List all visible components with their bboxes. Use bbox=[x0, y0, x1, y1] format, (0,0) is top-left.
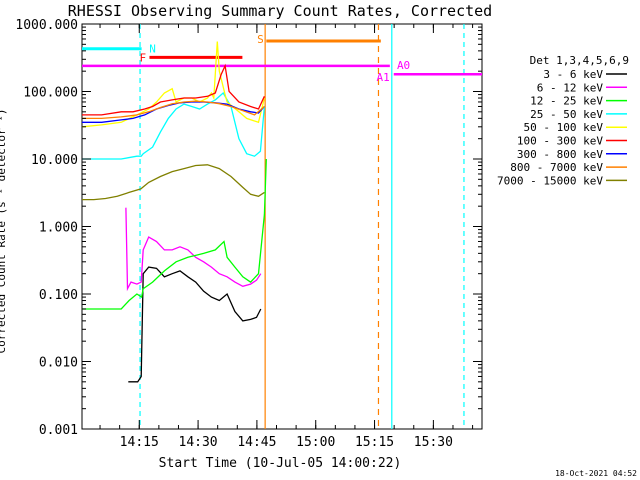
series-line bbox=[82, 100, 265, 120]
y-tick-label: 1000.000 bbox=[15, 18, 78, 33]
axes: 0.001 0.010 0.100 1.000 10.000 100.000 1000.00… bbox=[15, 18, 482, 450]
annotation-label: S bbox=[257, 33, 264, 46]
x-tick-label: 14:45 bbox=[237, 435, 276, 450]
y-axis-label: Corrected Count Rate (s⁻¹ detector⁻¹) bbox=[0, 108, 8, 353]
x-tick-label: 14:15 bbox=[120, 435, 159, 450]
annotations: NF S A1 A0 bbox=[82, 24, 482, 429]
series-line bbox=[128, 266, 262, 383]
x-tick-label: 15:15 bbox=[355, 435, 394, 450]
series-line bbox=[82, 91, 266, 160]
legend-entry-label: 6 - 12 keV bbox=[537, 81, 604, 94]
legend-entry-label: 50 - 100 keV bbox=[524, 121, 604, 134]
legend-entry-label: 7000 - 15000 keV bbox=[497, 174, 603, 187]
footer-date: 18-Oct-2021 04:52 bbox=[555, 469, 637, 478]
y-tick-label: 10.000 bbox=[31, 153, 78, 168]
legend-entry-label: 12 - 25 keV bbox=[530, 95, 603, 108]
y-tick-label: 1.000 bbox=[39, 221, 78, 236]
series-lines bbox=[82, 41, 267, 383]
chart-title: RHESSI Observing Summary Count Rates, Co… bbox=[68, 2, 492, 20]
series-line bbox=[82, 63, 265, 116]
legend-entry-label: 800 - 7000 keV bbox=[510, 161, 603, 174]
y-tick-label: 0.100 bbox=[39, 288, 78, 303]
annotation-label: A1 bbox=[377, 71, 390, 84]
legend-entry-label: 300 - 800 keV bbox=[517, 148, 603, 161]
annotation-label: F bbox=[139, 51, 146, 64]
series-line bbox=[82, 164, 265, 201]
y-tick-label: 100.000 bbox=[23, 86, 78, 101]
legend-entry-label: 100 - 300 keV bbox=[517, 135, 603, 148]
annotation-label: N bbox=[149, 43, 156, 56]
legend-entry-label: 25 - 50 keV bbox=[530, 108, 603, 121]
x-axis-label: Start Time (10-Jul-05 14:00:22) bbox=[159, 456, 402, 471]
x-tick-label: 14:30 bbox=[179, 435, 218, 450]
legend-header: Det 1,3,4,5,6,9 bbox=[530, 54, 629, 67]
annotation-label: A0 bbox=[397, 59, 410, 72]
legend-entry-label: 3 - 6 keV bbox=[543, 68, 603, 81]
series-line bbox=[125, 207, 262, 292]
x-tick-label: 15:30 bbox=[414, 435, 453, 450]
y-tick-label: 0.010 bbox=[39, 356, 78, 371]
x-tick-label: 15:00 bbox=[296, 435, 335, 450]
y-tick-label: 0.001 bbox=[39, 423, 78, 438]
series-line bbox=[82, 158, 267, 310]
